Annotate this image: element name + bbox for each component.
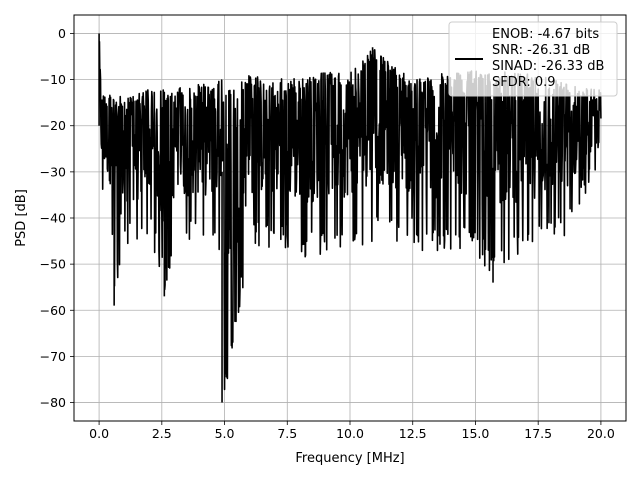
x-tick-label: 7.5 (277, 426, 297, 441)
y-tick-label: −10 (40, 72, 66, 87)
x-axis-title: Frequency [MHz] (295, 451, 404, 466)
y-tick-label: 0 (58, 26, 66, 41)
x-tick-label: 0.0 (89, 426, 109, 441)
x-tick-label: 10.0 (336, 426, 364, 441)
x-tick-label: 17.5 (524, 426, 552, 441)
y-tick-label: −70 (40, 349, 66, 364)
x-tick-label: 2.5 (152, 426, 172, 441)
x-tick-label: 15.0 (462, 426, 490, 441)
y-tick-label: −40 (40, 211, 66, 226)
legend-box (448, 21, 618, 97)
legend-entry: SINAD: -26.33 dB (492, 59, 604, 74)
legend: ENOB: -4.67 bits SNR: -26.31 dB SINAD: -… (448, 21, 618, 97)
x-tick-label: 5.0 (215, 426, 235, 441)
y-axis: 0 −10 −20 −30 −40 −50 −60 −70 −80 (40, 26, 74, 410)
y-tick-label: −50 (40, 257, 66, 272)
y-tick-label: −20 (40, 118, 66, 133)
y-tick-label: −80 (40, 395, 66, 410)
legend-entry: SFDR: 0.9 (492, 75, 556, 90)
x-tick-label: 20.0 (587, 426, 615, 441)
y-axis-title: PSD [dB] (14, 189, 29, 247)
y-tick-label: −30 (40, 164, 66, 179)
legend-entry: ENOB: -4.67 bits (492, 27, 599, 42)
y-tick-label: −60 (40, 303, 66, 318)
x-tick-label: 12.5 (399, 426, 427, 441)
data-series (98, 33, 602, 403)
psd-trace (98, 33, 602, 403)
legend-entry: SNR: -26.31 dB (492, 43, 590, 58)
x-axis: 0.0 2.5 5.0 7.5 10.0 12.5 15.0 17.5 20.0 (89, 421, 615, 441)
